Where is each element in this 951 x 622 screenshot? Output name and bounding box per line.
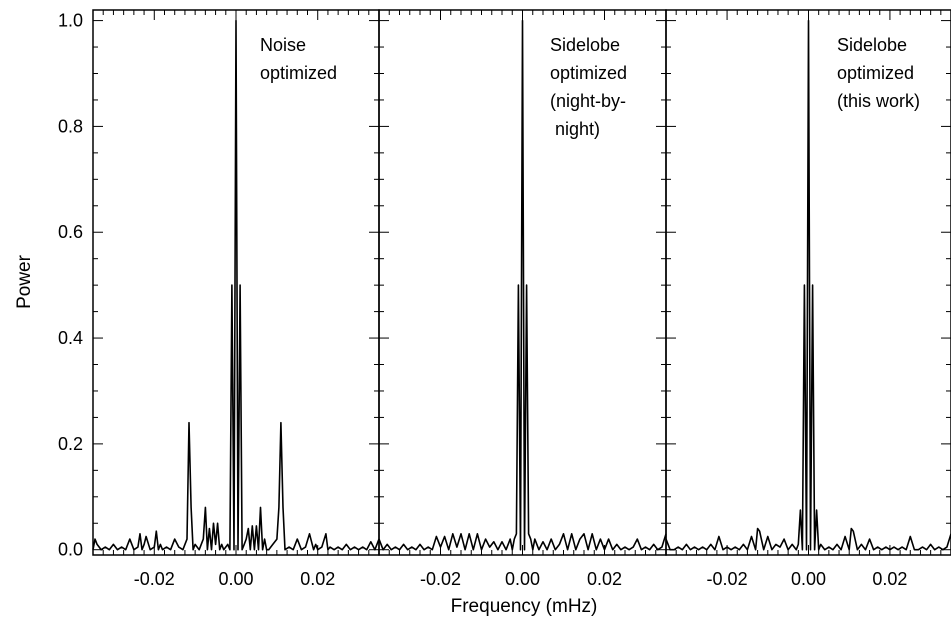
y-tick-label: 0.0 — [58, 540, 83, 560]
x-tick-label: -0.02 — [134, 569, 175, 589]
panel-1: -0.02 0.00 0.02 0.0 0.2 0.4 0.6 0.8 1.0 Noise opti… — [58, 9, 380, 589]
x-tick-label: 0.02 — [872, 569, 907, 589]
series-line — [378, 19, 667, 551]
panel-label-line: night) — [550, 119, 600, 139]
panel-label-line: Noise — [260, 35, 306, 55]
y-tick-label: 1.0 — [58, 11, 83, 31]
y-tick-label: 0.6 — [58, 222, 83, 242]
series-line — [665, 19, 951, 551]
panel-label-line: Sidelobe — [550, 35, 620, 55]
panel-label-line: (this work) — [837, 91, 920, 111]
y-tick-label: 0.4 — [58, 328, 83, 348]
x-tick-label: 0.00 — [218, 569, 253, 589]
x-tick-label: 0.00 — [505, 569, 540, 589]
x-tick-label: 0.02 — [587, 569, 622, 589]
x-axis-title: Frequency (mHz) — [451, 596, 598, 617]
panel-label-line: optimized — [550, 63, 627, 83]
x-tick-label: 0.00 — [791, 569, 826, 589]
series-line — [92, 19, 380, 551]
x-tick-label: 0.02 — [300, 569, 335, 589]
panel-2: -0.02 0.00 0.02 Sidelobe optimized (night-by-… — [378, 9, 667, 589]
panel-label-line: Sidelobe — [837, 35, 907, 55]
panel-label-line: optimized — [260, 63, 337, 83]
x-tick-label: -0.02 — [707, 569, 748, 589]
panel-label-line: (night-by- — [550, 91, 626, 111]
panels-layer: -0.02 0.00 0.02 0.0 0.2 0.4 0.6 0.8 1.0 Noise opti… — [58, 9, 951, 589]
y-tick-label: 0.2 — [58, 434, 83, 454]
panel-label-line: optimized — [837, 63, 914, 83]
y-axis-title: Power — [14, 254, 35, 309]
panel-3: -0.02 0.00 0.02 Sidelobe optimized (this work… — [665, 9, 951, 589]
x-tick-label: -0.02 — [420, 569, 461, 589]
y-tick-label: 0.8 — [58, 116, 83, 136]
